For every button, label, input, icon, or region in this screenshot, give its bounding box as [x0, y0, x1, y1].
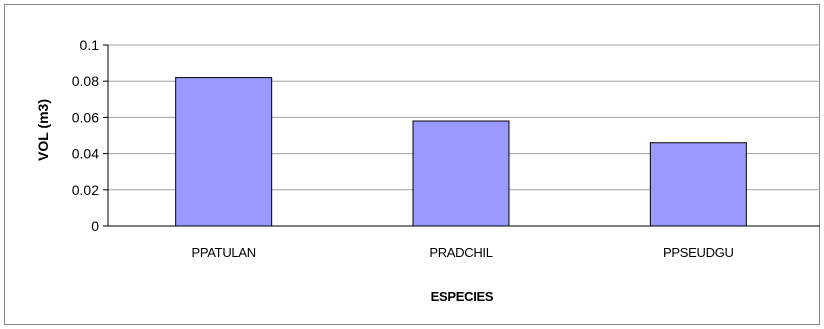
x-tick-labels: PPATULAN PRADCHIL PPSEUDGU	[192, 245, 734, 260]
x-tick-label: PRADCHIL	[429, 245, 492, 260]
axes	[103, 44, 820, 227]
y-tick-label: 0	[91, 218, 99, 234]
bar-ppseudgu	[649, 142, 747, 227]
y-tick-label: 0.02	[72, 182, 99, 198]
y-tick-label: 0.1	[80, 37, 100, 53]
x-tick-label: PPSEUDGU	[663, 245, 734, 260]
bars	[175, 77, 747, 227]
y-tick-labels: 0 0.02 0.04 0.06 0.08 0.1	[72, 37, 99, 234]
y-axis-title: VOL (m3)	[35, 99, 51, 161]
bar-ppatulan	[175, 77, 273, 227]
y-tick-label: 0.04	[72, 146, 99, 162]
y-tick-label: 0.06	[72, 109, 99, 125]
x-axis-title: ESPECIES	[431, 289, 494, 304]
y-tick-label: 0.08	[72, 73, 99, 89]
bar-pradchil	[412, 120, 510, 227]
x-tick-label: PPATULAN	[192, 245, 256, 260]
